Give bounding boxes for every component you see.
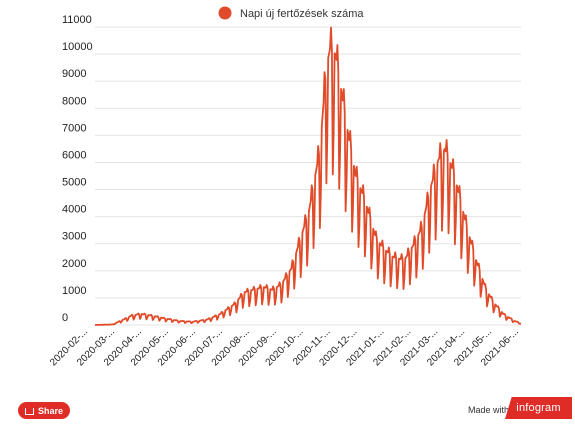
y-tick-label: 10000	[62, 41, 93, 53]
series-line[interactable]	[95, 26, 522, 326]
x-axis: 2020-02-...2020-03-...2020-04-...2020-05…	[48, 326, 521, 368]
y-tick-label: 6000	[62, 149, 86, 161]
y-tick-label: 9000	[62, 68, 86, 80]
y-tick-label: 8000	[62, 95, 86, 107]
share-icon	[24, 408, 34, 415]
gridlines	[95, 26, 521, 326]
chart: 0 1000 2000 3000 4000 5000 6000 7000 8000 9000 100…	[48, 6, 522, 368]
share-button[interactable]: Share	[18, 402, 70, 419]
legend-marker[interactable]	[218, 6, 232, 20]
y-tick-label: 2000	[62, 258, 86, 270]
made-with-text: Made with	[468, 405, 510, 415]
y-tick-label: 11000	[62, 14, 92, 26]
y-tick-label: 7000	[62, 122, 86, 134]
y-tick-label: 0	[62, 312, 68, 324]
legend-label[interactable]: Napi új fertőzések száma	[240, 8, 364, 20]
y-tick-label: 5000	[62, 177, 86, 189]
y-tick-label: 3000	[62, 231, 86, 243]
infogram-logo[interactable]: infogram	[505, 397, 572, 419]
y-axis: 0 1000 2000 3000 4000 5000 6000 7000 8000 9000 100…	[62, 14, 93, 324]
series-lines	[95, 26, 522, 326]
share-label: Share	[37, 405, 63, 416]
legend[interactable]: Napi új fertőzések száma	[218, 6, 365, 21]
y-tick-label: 4000	[62, 204, 86, 216]
y-tick-label: 1000	[62, 285, 86, 297]
